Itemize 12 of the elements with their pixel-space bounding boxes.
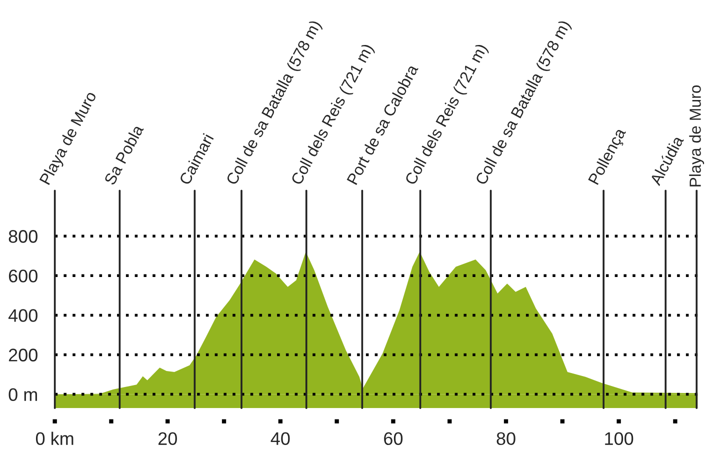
x-tick-label: 20 bbox=[158, 432, 177, 446]
x-tick-label: 100 bbox=[605, 432, 634, 446]
y-tick-label: 400 bbox=[8, 309, 38, 322]
y-tick-label: 200 bbox=[8, 348, 38, 362]
y-tick-label: 600 bbox=[8, 270, 38, 282]
x-tick-label: 80 bbox=[496, 432, 516, 446]
x-tick-label: 40 bbox=[270, 432, 290, 446]
y-tick-label: 0 m bbox=[8, 388, 37, 402]
x-tick-label: 0 km bbox=[36, 432, 74, 446]
x-tick-label: 60 bbox=[384, 432, 403, 446]
ref-line-label: Playa de Muro bbox=[689, 85, 704, 186]
y-tick-label: 800 bbox=[8, 230, 38, 243]
